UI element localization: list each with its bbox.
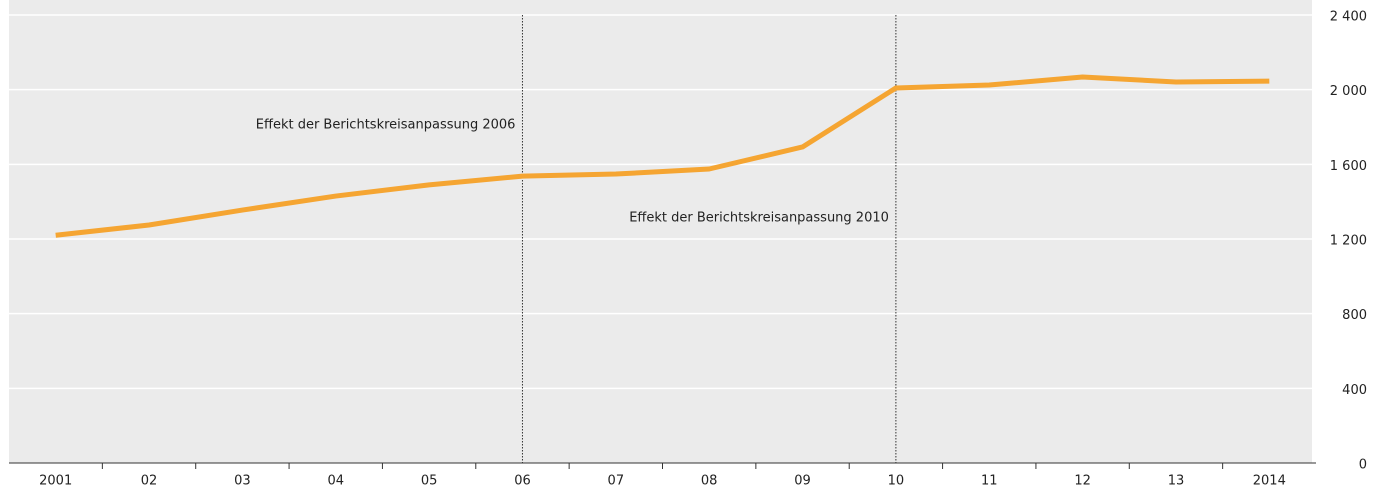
x-tick-label: 07: [608, 474, 625, 489]
x-tick-label: 08: [701, 474, 718, 489]
plot-background: [9, 0, 1312, 463]
y-tick-label: 2 000: [1330, 84, 1367, 99]
x-tick-label: 11: [981, 474, 998, 489]
y-tick-label: 400: [1342, 383, 1367, 398]
y-tick-label: 0: [1359, 458, 1367, 473]
x-tick-label: 10: [888, 474, 905, 489]
x-tick-label: 02: [141, 474, 158, 489]
x-tick-label: 05: [421, 474, 438, 489]
annotation: Effekt der Berichtskreisanpassung 2010: [629, 211, 889, 226]
x-tick-label: 2001: [39, 474, 72, 489]
x-tick-label: 2014: [1253, 474, 1286, 489]
x-tick-label: 04: [327, 474, 344, 489]
x-tick-label: 09: [794, 474, 811, 489]
annotation: Effekt der Berichtskreisanpassung 2006: [256, 118, 516, 133]
line-series: [55, 74, 1270, 238]
y-tick-label: 1 600: [1330, 159, 1367, 174]
y-tick-label: 2 400: [1330, 10, 1367, 25]
x-tick-label: 13: [1168, 474, 1185, 489]
y-tick-label: 1 200: [1330, 234, 1367, 249]
y-tick-label: 800: [1342, 308, 1367, 323]
x-tick-label: 12: [1074, 474, 1091, 489]
x-tick-label: 03: [234, 474, 251, 489]
x-tick-label: 06: [514, 474, 531, 489]
